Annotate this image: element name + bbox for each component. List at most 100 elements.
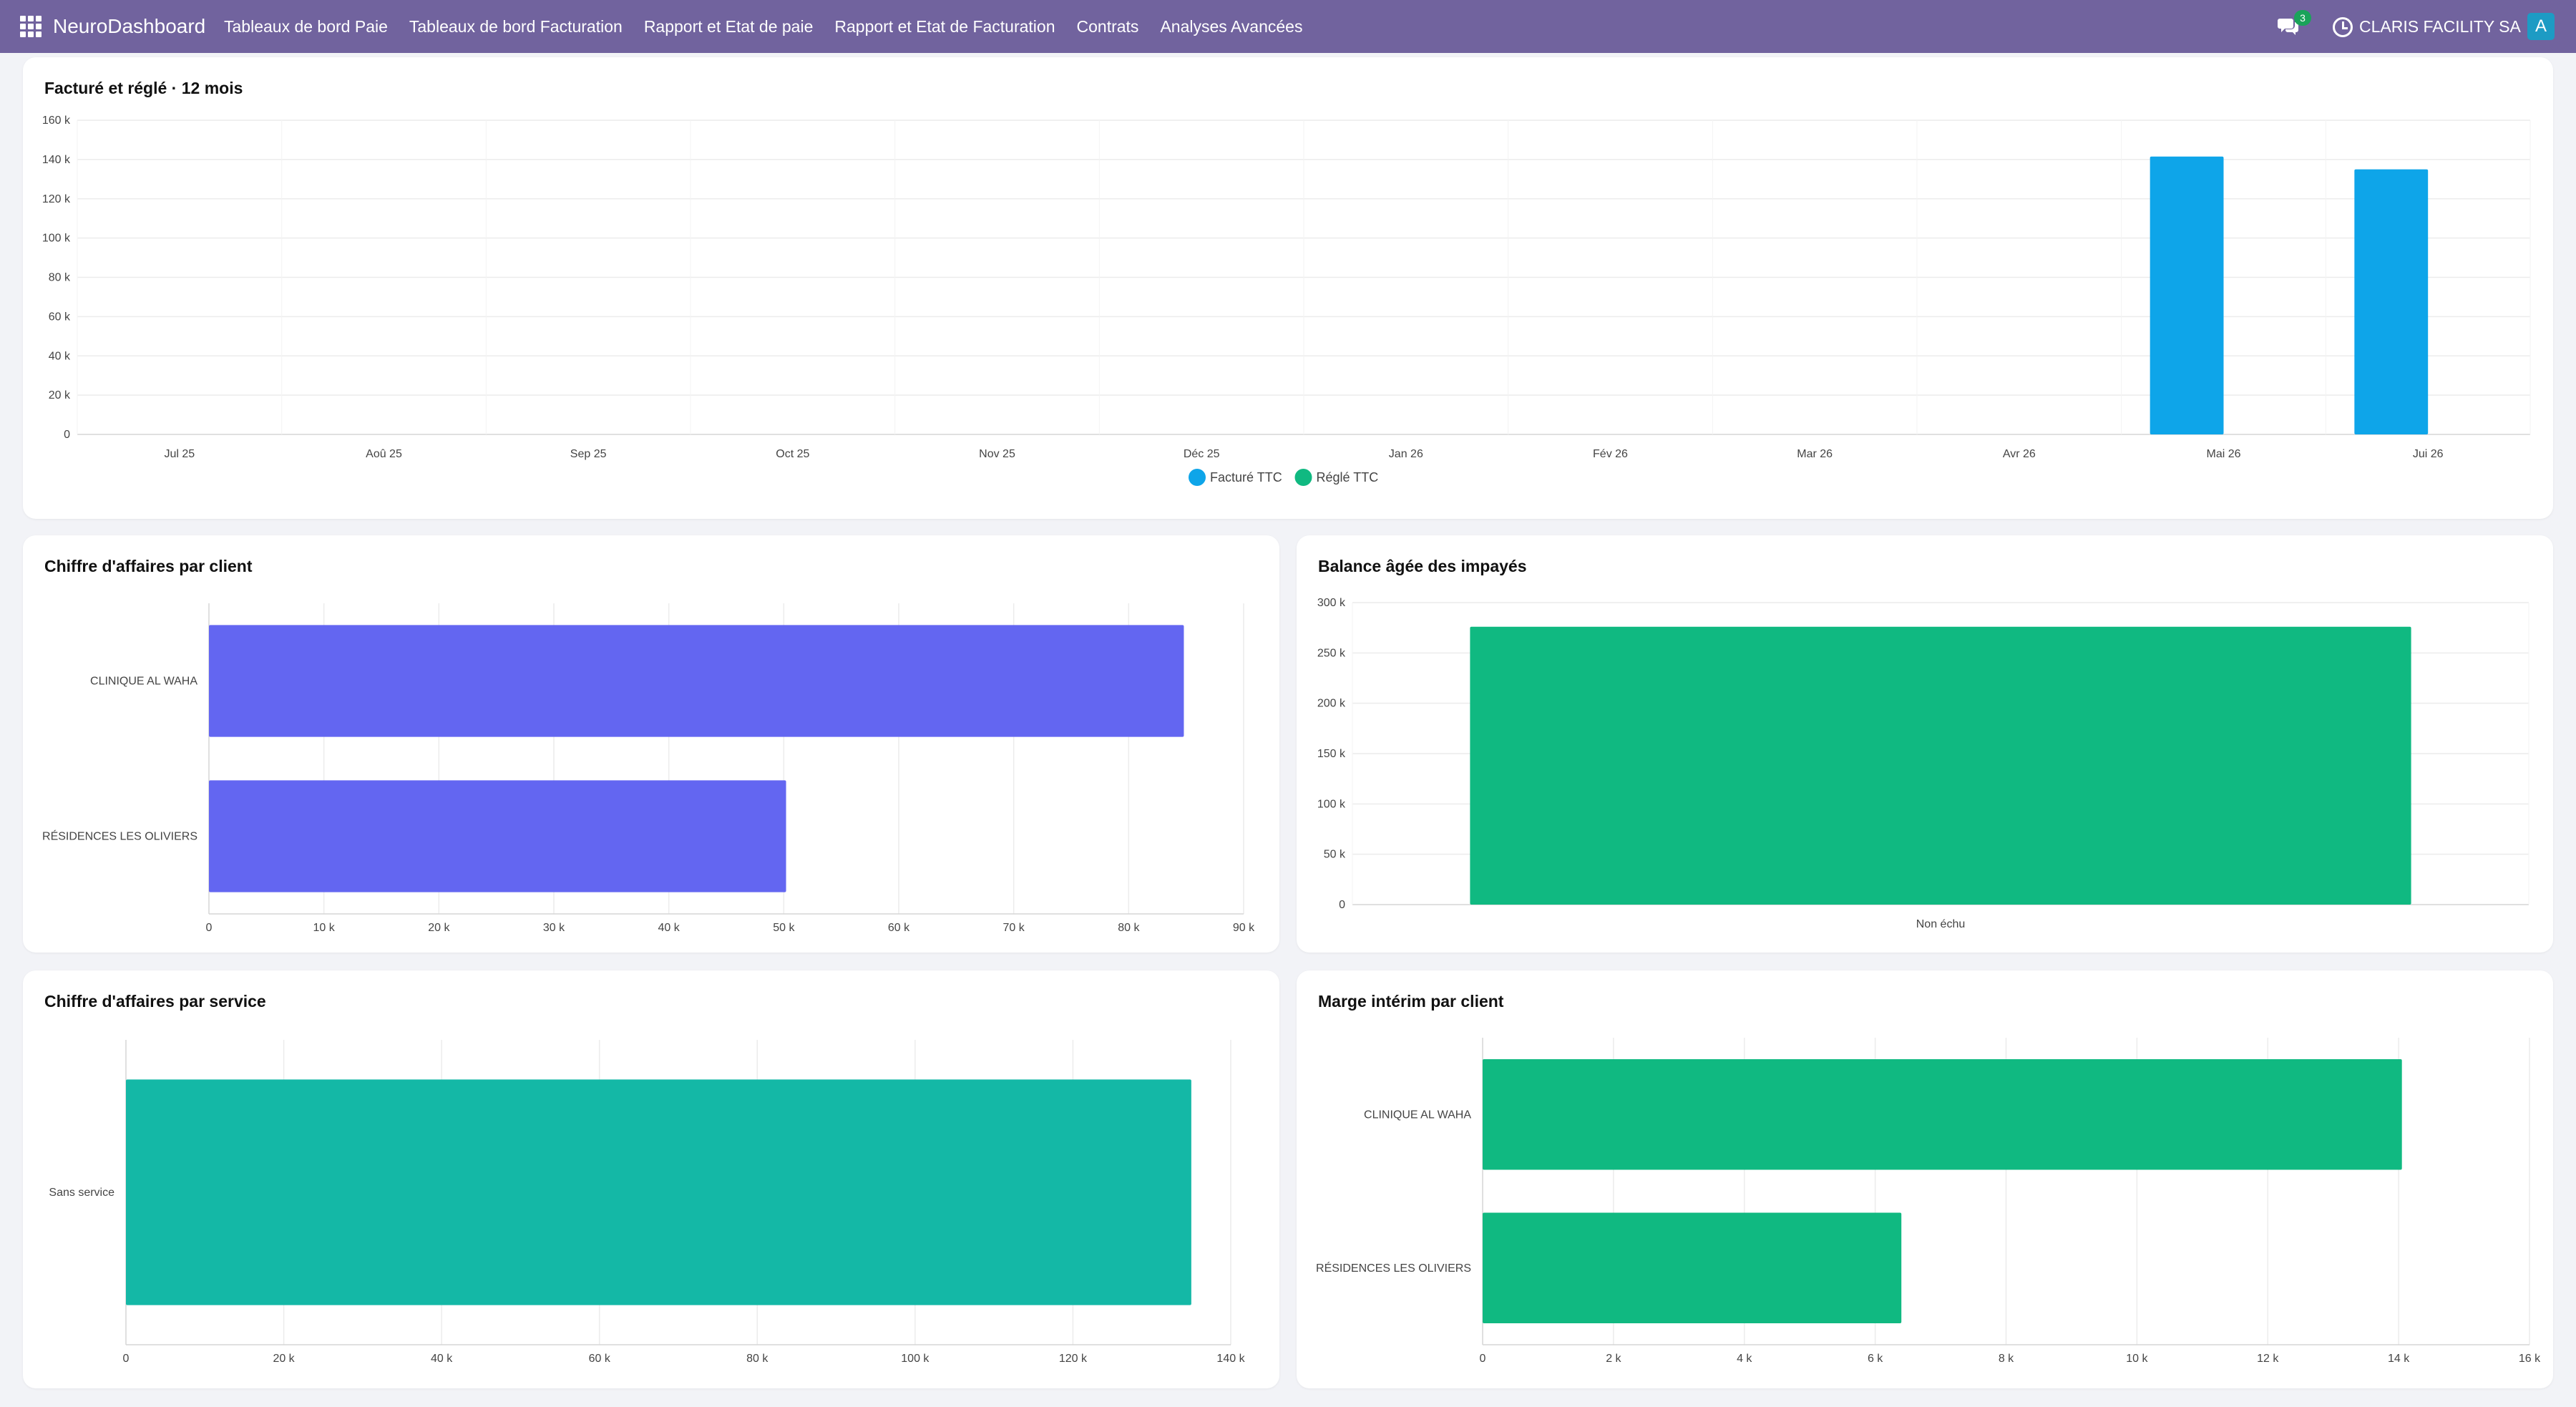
x-tick-label: 140 k — [1216, 1353, 1245, 1365]
x-tick-label: 90 k — [1233, 922, 1255, 934]
apps-grid-icon[interactable] — [20, 16, 42, 37]
bar — [126, 1079, 1191, 1305]
y-tick-label: CLINIQUE AL WAHA — [1364, 1109, 1471, 1121]
x-tick-label: 80 k — [746, 1353, 769, 1365]
main-menu: Tableaux de bord Paie Tableaux de bord F… — [224, 0, 1324, 53]
bar — [209, 780, 786, 892]
y-tick-label: 150 k — [1317, 748, 1346, 760]
x-tick-label: 10 k — [2126, 1353, 2148, 1365]
y-tick-label: 160 k — [42, 115, 71, 127]
clock-icon[interactable] — [2333, 17, 2353, 37]
top-navbar: NeuroDashboard Tableaux de bord Paie Tab… — [0, 0, 2576, 53]
chat-icon[interactable] — [2277, 16, 2300, 37]
x-tick-label: 14 k — [2388, 1353, 2410, 1365]
x-tick-label: Sep 25 — [570, 448, 607, 460]
y-tick-label: 250 k — [1317, 647, 1346, 659]
x-tick-label: 20 k — [428, 922, 450, 934]
legend-label: Facturé TTC — [1210, 470, 1282, 485]
y-tick-label: CLINIQUE AL WAHA — [90, 676, 197, 688]
chart-card-ca-service: Chiffre d'affaires par service 0 20 k 40 k… — [23, 970, 1279, 1388]
marge-interim-chart: 0 2 k 4 k 6 k 8 k 10 k 12 k 14 k 16 k CLINIQUE AL… — [1316, 1038, 2541, 1365]
y-tick-label: 50 k — [1324, 849, 1346, 861]
bar — [2354, 169, 2429, 434]
company-switcher[interactable]: CLARIS FACILITY SA — [2359, 17, 2521, 36]
chart-title: Chiffre d'affaires par service — [44, 992, 266, 1011]
x-tick-label: 30 k — [543, 922, 565, 934]
menu-item-tableaux-paie[interactable]: Tableaux de bord Paie — [224, 16, 388, 36]
x-tick-label: Mar 26 — [1797, 448, 1833, 460]
y-tick-label: 100 k — [1317, 798, 1346, 810]
x-tick-label: 100 k — [901, 1353, 930, 1365]
x-tick-label: 2 k — [1606, 1353, 1621, 1365]
y-tick-label: 100 k — [42, 233, 71, 245]
y-tick-label: 120 k — [42, 193, 71, 205]
x-tick-label: 20 k — [273, 1353, 295, 1365]
user-avatar[interactable]: A — [2527, 13, 2555, 40]
balance-agee-chart: 0 50 k 100 k 150 k 200 k 250 k 300 k Non échu — [1317, 597, 2529, 930]
legend-label: Réglé TTC — [1317, 470, 1379, 485]
x-tick-label: 6 k — [1868, 1353, 1883, 1365]
bar — [2150, 156, 2224, 434]
facture-regle-chart: 0 20 k 40 k 60 k 80 k 100 k 120 k 140 k 160 k Jul… — [42, 115, 2531, 486]
chart-title: Marge intérim par client — [1318, 992, 1504, 1011]
x-tick-label: Fév 26 — [1593, 448, 1628, 460]
x-tick-label: 80 k — [1118, 922, 1140, 934]
x-tick-label: 0 — [1480, 1353, 1486, 1365]
bar — [209, 625, 1184, 737]
x-tick-label: 0 — [206, 922, 213, 934]
legend-swatch — [1189, 469, 1206, 486]
x-tick-label: Aoû 25 — [366, 448, 402, 460]
y-tick-label: Sans service — [49, 1187, 114, 1199]
menu-item-rapport-paie[interactable]: Rapport et Etat de paie — [643, 16, 814, 36]
brand-name[interactable]: NeuroDashboard — [53, 15, 206, 37]
x-tick-label: Avr 26 — [2003, 448, 2036, 460]
y-tick-label: 200 k — [1317, 698, 1346, 710]
x-tick-label: 50 k — [773, 922, 795, 934]
bar — [1483, 1059, 2402, 1170]
y-tick-label: RÉSIDENCES LES OLIVIERS — [42, 829, 197, 843]
chart-card-ca-client: Chiffre d'affaires par client 0 10 k 20 k 3… — [23, 535, 1279, 953]
x-tick-label: Jul 25 — [164, 448, 195, 460]
x-tick-label: 8 k — [1999, 1353, 2014, 1365]
x-tick-label: 40 k — [431, 1353, 453, 1365]
menu-item-rapport-facturation[interactable]: Rapport et Etat de Facturation — [834, 16, 1055, 36]
y-tick-label: 0 — [64, 429, 70, 441]
x-tick-label: Non échu — [1916, 918, 1966, 930]
chart-title: Chiffre d'affaires par client — [44, 557, 253, 575]
menu-item-contrats[interactable]: Contrats — [1076, 16, 1139, 36]
menu-item-analyses[interactable]: Analyses Avancées — [1160, 16, 1303, 36]
chart-title: Facturé et réglé · 12 mois — [44, 79, 243, 97]
y-tick-label: 40 k — [49, 350, 71, 362]
x-tick-label: Mai 26 — [2206, 448, 2240, 460]
legend-swatch — [1294, 469, 1312, 486]
chart-card-balance-agee: Balance âgée des impayés 0 50 k 100 k 150 k… — [1297, 535, 2553, 953]
chart-title: Balance âgée des impayés — [1318, 557, 1527, 575]
chart-card-facture-regle: Facturé et réglé · 12 mois 0 20 k 40 k 60 k… — [23, 57, 2553, 519]
x-tick-label: 10 k — [313, 922, 336, 934]
x-tick-label: 120 k — [1059, 1353, 1088, 1365]
x-tick-label: 4 k — [1737, 1353, 1752, 1365]
y-tick-label: RÉSIDENCES LES OLIVIERS — [1316, 1261, 1471, 1275]
ca-client-chart: 0 10 k 20 k 30 k 40 k 50 k 60 k 70 k 80 k 90 k CLI… — [42, 603, 1255, 934]
x-tick-label: 40 k — [658, 922, 680, 934]
ca-service-chart: 0 20 k 40 k 60 k 80 k 100 k 120 k 140 k Sans ser… — [49, 1040, 1246, 1365]
menu-item-tableaux-facturation[interactable]: Tableaux de bord Facturation — [409, 16, 623, 36]
y-tick-label: 140 k — [42, 154, 71, 166]
x-tick-label: Jan 26 — [1389, 448, 1423, 460]
y-tick-label: 20 k — [49, 389, 71, 401]
x-tick-label: 12 k — [2257, 1353, 2279, 1365]
x-tick-label: Déc 25 — [1184, 448, 1220, 460]
y-tick-label: 80 k — [49, 272, 71, 284]
x-tick-label: Jui 26 — [2413, 448, 2444, 460]
x-tick-label: 60 k — [888, 922, 910, 934]
x-tick-label: Oct 25 — [776, 448, 809, 460]
chat-count-badge: 3 — [2294, 10, 2311, 26]
x-tick-label: Nov 25 — [979, 448, 1015, 460]
x-tick-label: 60 k — [589, 1353, 611, 1365]
x-tick-label: 0 — [123, 1353, 130, 1365]
bar — [1470, 626, 2411, 905]
y-tick-label: 300 k — [1317, 597, 1346, 609]
y-tick-label: 0 — [1339, 899, 1345, 911]
bar — [1483, 1212, 1902, 1323]
y-tick-label: 60 k — [49, 311, 71, 323]
